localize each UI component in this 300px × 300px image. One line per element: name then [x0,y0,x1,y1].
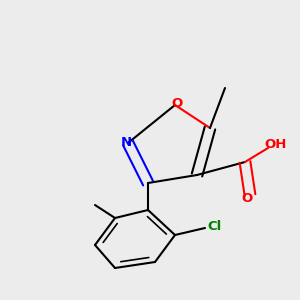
Text: OH: OH [264,139,287,152]
Text: N: N [121,136,132,149]
Text: O: O [242,191,253,205]
Text: O: O [171,97,182,110]
Text: Cl: Cl [207,220,221,233]
